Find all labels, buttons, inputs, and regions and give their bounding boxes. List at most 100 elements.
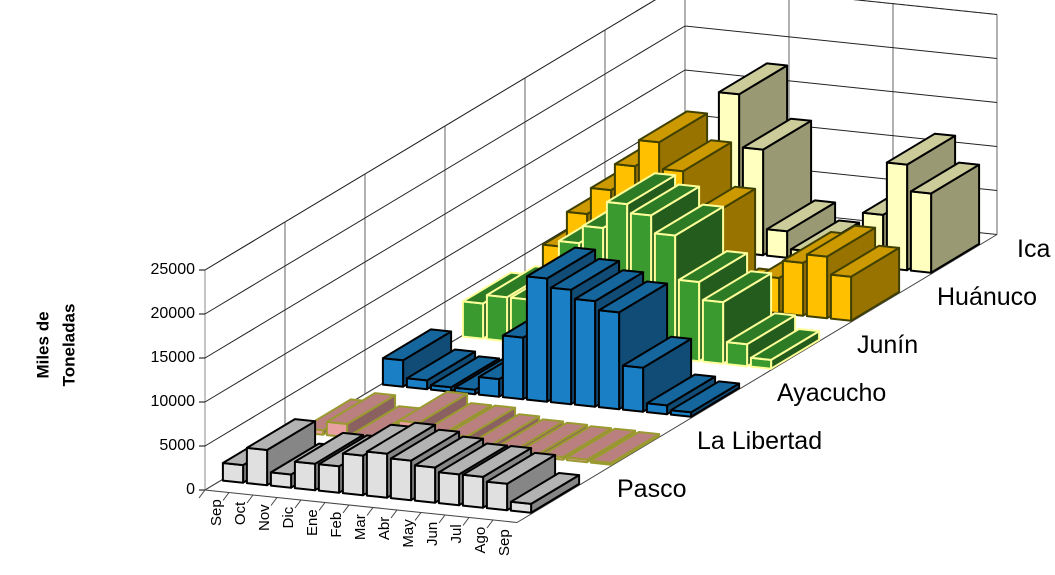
bar-front bbox=[573, 298, 597, 408]
bar-top bbox=[565, 427, 637, 461]
bar-front bbox=[765, 228, 789, 259]
bar bbox=[669, 380, 741, 418]
bar-front bbox=[805, 253, 829, 320]
bar bbox=[749, 328, 821, 370]
bar-top bbox=[701, 270, 773, 304]
bar-top bbox=[509, 472, 581, 505]
x-tick bbox=[390, 509, 398, 519]
x-tick bbox=[246, 494, 254, 504]
bar-top bbox=[909, 161, 981, 195]
legend-label: La Libertad bbox=[697, 427, 822, 455]
bar-front bbox=[389, 457, 413, 502]
bar-top bbox=[429, 355, 501, 389]
x-tick-label: Sep bbox=[496, 529, 513, 556]
bar-top bbox=[397, 390, 469, 424]
bar-top bbox=[517, 421, 589, 455]
legend-label: Pasco bbox=[617, 475, 686, 503]
bar-front bbox=[317, 463, 341, 494]
bar-top bbox=[661, 139, 733, 173]
bar-front bbox=[461, 473, 485, 509]
bar-top bbox=[445, 404, 517, 438]
x-tick bbox=[486, 519, 494, 529]
back-wall bbox=[852, 0, 998, 15]
bar-top bbox=[677, 250, 749, 283]
y-tick-label: 5000 bbox=[159, 437, 195, 454]
x-tick bbox=[462, 517, 470, 526]
y-tick-label: 10000 bbox=[151, 393, 196, 410]
bar bbox=[565, 427, 637, 464]
x-tick bbox=[294, 499, 302, 509]
x-tick bbox=[222, 492, 230, 501]
bar-front bbox=[549, 286, 573, 406]
x-tick-label: Nov bbox=[256, 504, 273, 531]
x-tick bbox=[366, 507, 374, 516]
bar-top bbox=[573, 269, 645, 303]
y-axis-label: Toneladas bbox=[59, 304, 78, 387]
bar-top bbox=[749, 328, 821, 361]
x-tick-label: Dic bbox=[280, 506, 297, 528]
bar-top bbox=[725, 312, 797, 346]
bar-top bbox=[437, 442, 509, 476]
bar-top bbox=[629, 183, 701, 217]
bar-front bbox=[341, 452, 365, 497]
bar-top bbox=[381, 328, 453, 362]
x-tick-label: Sep bbox=[208, 499, 225, 526]
x-tick bbox=[414, 512, 422, 521]
bar-top bbox=[805, 224, 877, 258]
bar-front bbox=[701, 299, 725, 365]
bar-top bbox=[365, 421, 437, 455]
bar-top bbox=[389, 428, 461, 462]
y-tick-label: 20000 bbox=[151, 305, 196, 322]
x-tick-label: Ago bbox=[472, 527, 489, 554]
bar-front bbox=[381, 357, 405, 388]
bar-top bbox=[885, 132, 957, 166]
x-tick bbox=[342, 504, 350, 514]
bar-top bbox=[653, 203, 725, 237]
legend-label: Junín bbox=[857, 331, 918, 359]
bar-front bbox=[525, 275, 549, 403]
bar-front bbox=[909, 190, 933, 274]
grid-line bbox=[204, 0, 998, 271]
bar-front bbox=[461, 300, 485, 340]
bar-top bbox=[525, 246, 597, 280]
x-tick-label: Ene bbox=[304, 509, 321, 536]
bar-top bbox=[245, 418, 317, 451]
x-tick bbox=[318, 502, 326, 511]
y-axis-label: Miles de bbox=[33, 311, 52, 378]
bar-top bbox=[541, 425, 613, 459]
bar-front bbox=[501, 334, 525, 401]
bar bbox=[509, 472, 581, 514]
bar-front bbox=[725, 341, 749, 368]
bar-front bbox=[621, 364, 645, 413]
bar-top bbox=[413, 435, 485, 469]
bar-top bbox=[645, 373, 717, 407]
y-tick-label: 25000 bbox=[151, 261, 196, 278]
bar-top bbox=[605, 172, 677, 206]
bar-front bbox=[413, 464, 437, 504]
bar-front bbox=[829, 273, 853, 322]
grid-line bbox=[204, 69, 998, 359]
bar-top bbox=[549, 257, 621, 291]
bar-top bbox=[829, 244, 901, 278]
bar-front bbox=[485, 480, 509, 512]
legend-label: Huánuco bbox=[937, 283, 1037, 311]
bar-front bbox=[437, 471, 461, 507]
x-tick-label: Feb bbox=[328, 512, 345, 538]
x-tick bbox=[270, 497, 278, 506]
x-tick-label: Mar bbox=[352, 514, 369, 540]
bar-front bbox=[781, 259, 805, 317]
x-tick-label: Jul bbox=[448, 524, 465, 543]
bar-top bbox=[293, 431, 365, 465]
bar-front bbox=[477, 376, 501, 398]
y-tick-label: 15000 bbox=[151, 349, 196, 366]
bar-top bbox=[485, 451, 557, 485]
x-tick-label: May bbox=[400, 519, 417, 548]
bar bbox=[621, 335, 693, 413]
bar-top bbox=[405, 348, 477, 382]
bar-top bbox=[717, 62, 789, 96]
legend-label: Ayacucho bbox=[777, 379, 886, 407]
grid-line bbox=[204, 25, 998, 315]
bar-front bbox=[365, 450, 389, 499]
bar-front bbox=[293, 460, 317, 492]
